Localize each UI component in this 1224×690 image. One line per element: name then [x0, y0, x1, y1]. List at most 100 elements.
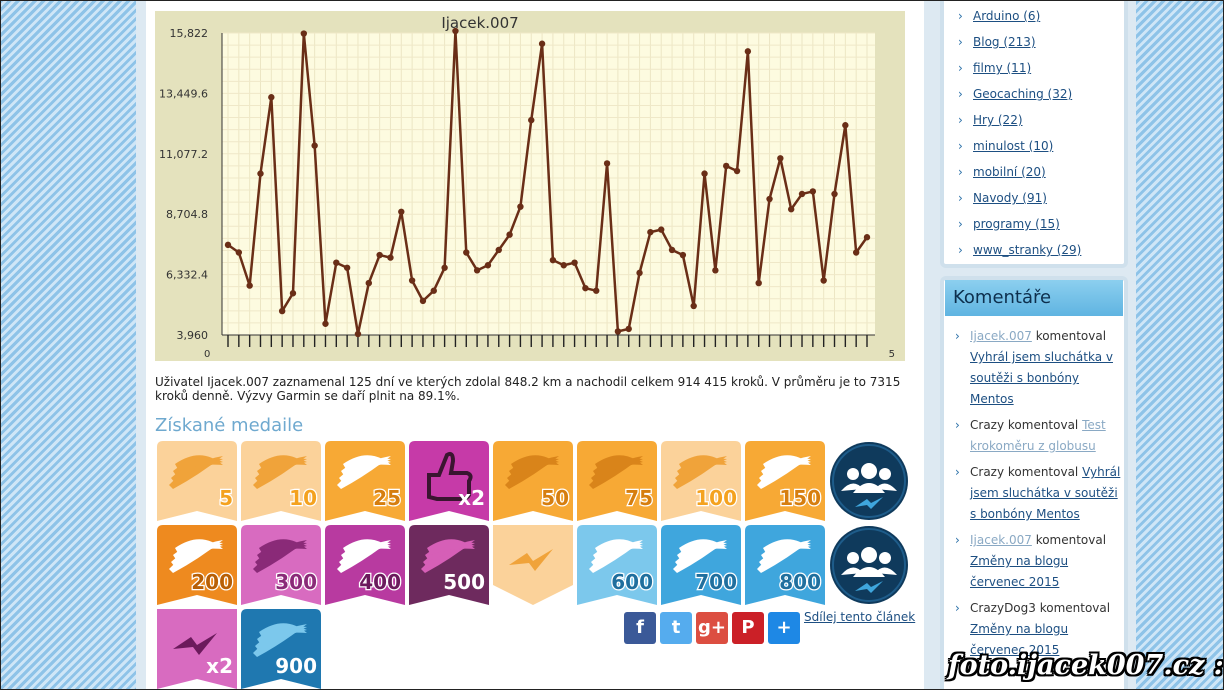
comment-verb: komentoval: [1035, 601, 1111, 615]
medal-badge: [493, 525, 573, 605]
medal-svg: 200: [157, 525, 237, 605]
group-person-icon: [853, 567, 885, 577]
group-person-icon: [841, 567, 863, 575]
chevron-right-icon: ›: [958, 9, 963, 23]
chart-data-point: [430, 287, 437, 294]
medal-badge: 75: [577, 441, 657, 521]
category-link[interactable]: Navody (91): [973, 191, 1047, 205]
medal-label: 150: [779, 486, 821, 510]
chevron-right-icon: ›: [955, 465, 960, 479]
category-link[interactable]: Blog (213): [973, 35, 1036, 49]
medal-wing-feather: [595, 539, 643, 555]
comment-post-link[interactable]: Změny na blogu červenec 2015: [970, 622, 1069, 657]
chart-data-point: [257, 170, 264, 177]
group-person-icon: [847, 468, 859, 480]
chevron-right-icon: ›: [958, 217, 963, 231]
bolt-icon: [855, 497, 883, 509]
bolt-icon: [855, 581, 883, 593]
medal-svg: 75: [577, 441, 657, 521]
medal-svg: x2: [409, 441, 489, 521]
twitter-share-button[interactable]: t: [660, 612, 692, 644]
medal-label: 700: [695, 570, 737, 594]
chart-data-point: [354, 330, 362, 338]
comment-author: CrazyDog3: [970, 601, 1036, 615]
group-person-icon: [853, 483, 885, 493]
chart-x-tick-label-start: 0: [204, 349, 210, 360]
medal-group-disc: [830, 442, 908, 520]
chevron-right-icon: ›: [955, 533, 960, 547]
chevron-right-icon: ›: [955, 329, 960, 343]
share-article-link[interactable]: Sdílej tento článek: [804, 610, 916, 624]
share-more-share-button[interactable]: +: [768, 612, 800, 644]
chart-data-point: [636, 269, 643, 277]
comment-author[interactable]: Ijacek.007: [970, 533, 1032, 547]
medal-badge: [829, 441, 909, 521]
pinterest-share-button[interactable]: P: [732, 612, 764, 644]
comment-post-link[interactable]: Změny na blogu červenec 2015: [970, 554, 1069, 589]
category-link[interactable]: programy (15): [973, 217, 1060, 231]
medal-label: 900: [275, 654, 317, 678]
medal-wing-feather: [679, 455, 727, 471]
group-person-icon: [875, 567, 897, 575]
chevron-right-icon: ›: [958, 87, 963, 101]
comment-post-link[interactable]: Test krokoměru z globusu: [970, 418, 1106, 453]
chevron-right-icon: ›: [958, 35, 963, 49]
medal-svg: [830, 442, 908, 520]
photo-watermark: foto.ijacek007.cz :-): [948, 650, 1224, 681]
medal-label: x2: [206, 654, 233, 678]
category-link[interactable]: Geocaching (32): [973, 87, 1073, 101]
category-link[interactable]: filmy (11): [973, 61, 1032, 75]
comments-title: Komentáře: [953, 287, 1052, 308]
comment-post-link[interactable]: Vyhrál jsem sluchátka v soutěži s bonbón…: [970, 350, 1113, 406]
chart-data-point: [311, 142, 318, 149]
medal-svg: 300: [241, 525, 321, 605]
medal-label: 600: [611, 570, 653, 594]
medal-wing-feather: [259, 623, 307, 639]
sidebar-comments-box: [940, 276, 1128, 690]
medal-wing-feather: [343, 455, 391, 471]
chart-data-point: [246, 282, 253, 289]
medal-svg: 800: [745, 525, 825, 605]
google-plus-share-button[interactable]: g+: [696, 612, 728, 644]
comment-author[interactable]: Ijacek.007: [970, 329, 1032, 343]
facebook-share-button[interactable]: f: [624, 612, 656, 644]
chart-y-tick-label: 15,822: [170, 27, 209, 40]
chart-data-point: [831, 190, 838, 198]
medal-badge: 200: [157, 525, 237, 605]
chart-data-point: [744, 48, 752, 55]
chart-y-tick-label: 8,704.8: [166, 208, 208, 221]
chart-data-point: [376, 251, 383, 259]
chart-data-point: [398, 208, 405, 215]
chart-data-point: [322, 320, 329, 327]
thumbs-up-icon: [427, 451, 473, 501]
chart-data-point: [506, 231, 513, 238]
category-link[interactable]: Hry (22): [973, 113, 1023, 127]
chevron-right-icon: ›: [958, 113, 963, 127]
medal-badge: 50: [493, 441, 573, 521]
chart-data-point: [701, 170, 708, 177]
medal-label: 25: [373, 486, 401, 510]
chart-data-point: [463, 249, 470, 256]
category-link[interactable]: www_stranky (29): [973, 243, 1082, 257]
facebook-icon: f: [636, 617, 644, 638]
group-person-icon: [879, 552, 891, 564]
medal-wing-feather: [763, 539, 811, 555]
category-link[interactable]: minulost (10): [973, 139, 1054, 153]
bolt-icon: [173, 633, 217, 655]
chart-data-point: [798, 190, 806, 198]
medal-svg: 50: [493, 441, 573, 521]
chart-data-point: [387, 254, 394, 261]
chart-data-point: [690, 302, 697, 310]
comments-header-bar: [945, 280, 1123, 316]
medal-svg: 400: [325, 525, 405, 605]
category-link[interactable]: mobilní (20): [973, 165, 1046, 179]
category-link[interactable]: Arduino (6): [973, 9, 1041, 23]
medal-svg: [830, 526, 908, 604]
comment-post-link[interactable]: Vyhrál jsem sluchátka v soutěži s bonbón…: [970, 465, 1121, 521]
chart-data-point: [679, 251, 687, 259]
chart-data-point: [538, 40, 546, 47]
medal-wing-feather: [259, 455, 307, 471]
group-person-icon: [861, 463, 877, 479]
group-person-icon: [861, 547, 877, 563]
chart-data-point: [842, 122, 849, 129]
